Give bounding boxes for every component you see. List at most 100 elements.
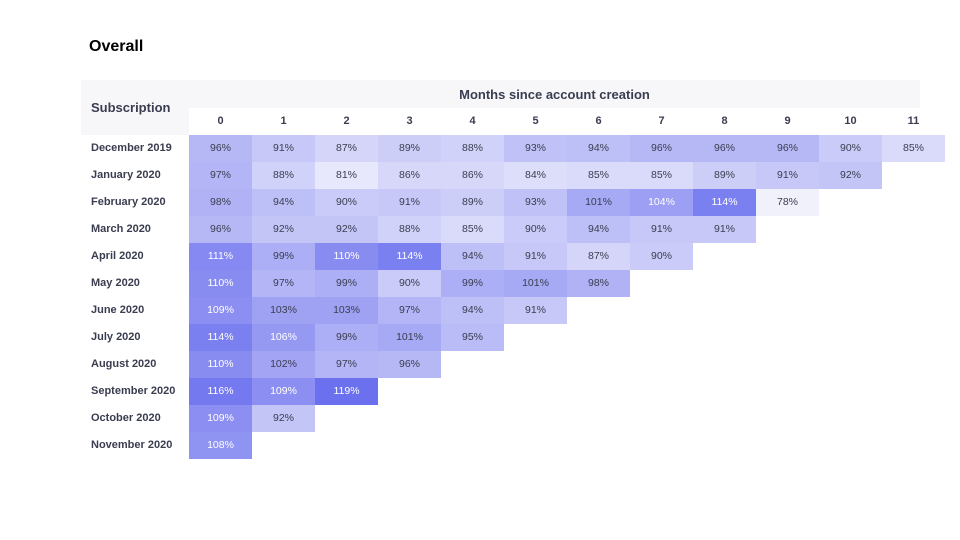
heatmap-cell: 101% <box>378 324 441 351</box>
heatmap-cell: 96% <box>378 351 441 378</box>
heatmap-cell: 91% <box>252 135 315 162</box>
heatmap-cell: 96% <box>756 135 819 162</box>
row-label: November 2020 <box>91 439 173 451</box>
column-header-1: 1 <box>280 115 287 127</box>
heatmap-cell: 92% <box>252 405 315 432</box>
heatmap-cell: 98% <box>189 189 252 216</box>
heatmap-cell: 111% <box>189 243 252 270</box>
heatmap-cell: 104% <box>630 189 693 216</box>
heatmap-cell: 92% <box>252 216 315 243</box>
column-header-10: 10 <box>844 115 857 127</box>
heatmap-cell: 91% <box>756 162 819 189</box>
heatmap-cell: 86% <box>441 162 504 189</box>
heatmap-cell: 96% <box>189 135 252 162</box>
heatmap-cell: 90% <box>315 189 378 216</box>
row-label: October 2020 <box>91 412 161 424</box>
heatmap-cell: 95% <box>441 324 504 351</box>
heatmap-cell: 99% <box>441 270 504 297</box>
heatmap-cell: 88% <box>378 216 441 243</box>
heatmap-cell: 106% <box>252 324 315 351</box>
heatmap-cell: 88% <box>441 135 504 162</box>
heatmap-cell: 94% <box>441 243 504 270</box>
column-header-8: 8 <box>721 115 728 127</box>
heatmap-cell: 92% <box>819 162 882 189</box>
heatmap-cell: 94% <box>441 297 504 324</box>
column-header-7: 7 <box>658 115 665 127</box>
heatmap-cell: 78% <box>756 189 819 216</box>
heatmap-cell: 89% <box>693 162 756 189</box>
column-header-11: 11 <box>907 115 920 127</box>
row-label-column: December 2019 January 2020 February 2020 Ma… <box>81 135 189 460</box>
heatmap-cell: 90% <box>630 243 693 270</box>
heatmap-cell: 91% <box>693 216 756 243</box>
heatmap-cell: 93% <box>504 135 567 162</box>
heatmap-cell: 101% <box>567 189 630 216</box>
row-label: May 2020 <box>91 277 140 289</box>
row-header-label: Subscription <box>91 100 171 115</box>
heatmap-cell: 85% <box>882 135 945 162</box>
column-header-row: 0 1 2 3 4 5 6 7 8 9 10 11 <box>189 108 920 135</box>
heatmap-cell: 109% <box>189 405 252 432</box>
heatmap-cell: 116% <box>189 378 252 405</box>
heatmap-cell: 110% <box>189 270 252 297</box>
heatmap-cell: 85% <box>441 216 504 243</box>
heatmap-cell: 91% <box>504 297 567 324</box>
heatmap-cell: 96% <box>630 135 693 162</box>
heatmap-cell: 84% <box>504 162 567 189</box>
column-header-label: Months since account creation <box>459 87 650 102</box>
heatmap-cell: 91% <box>378 189 441 216</box>
heatmap-cell: 87% <box>315 135 378 162</box>
heatmap-cell: 91% <box>630 216 693 243</box>
column-header-5: 5 <box>532 115 539 127</box>
column-header-0: 0 <box>217 115 224 127</box>
heatmap-cell: 119% <box>315 378 378 405</box>
heatmap-cell: 92% <box>315 216 378 243</box>
heatmap-cell: 109% <box>189 297 252 324</box>
heatmap-cell: 96% <box>189 216 252 243</box>
heatmap-cell: 110% <box>189 351 252 378</box>
heatmap-cell: 98% <box>567 270 630 297</box>
heatmap-cell: 99% <box>315 270 378 297</box>
heatmap-cell: 99% <box>315 324 378 351</box>
heatmap-cell: 94% <box>567 216 630 243</box>
heatmap-cell: 97% <box>315 351 378 378</box>
heatmap-cell: 86% <box>378 162 441 189</box>
column-header-6: 6 <box>595 115 602 127</box>
heatmap-cell: 94% <box>567 135 630 162</box>
row-label: July 2020 <box>91 331 141 343</box>
heatmap-cell: 114% <box>189 324 252 351</box>
heatmap-cell: 90% <box>378 270 441 297</box>
heatmap-cell: 97% <box>378 297 441 324</box>
heatmap-cell: 81% <box>315 162 378 189</box>
heatmap-cell: 85% <box>630 162 693 189</box>
heatmap-cell: 89% <box>378 135 441 162</box>
heatmap-cell: 88% <box>252 162 315 189</box>
heatmap-cell: 97% <box>189 162 252 189</box>
row-label: February 2020 <box>91 196 166 208</box>
column-header-3: 3 <box>406 115 413 127</box>
heatmap-grid: 96% 91% 87% 89% 88% 93% 94% 96% 96% 96% 90% 85% 97% 8… <box>189 135 945 460</box>
heatmap-cell: 114% <box>378 243 441 270</box>
heatmap-cell: 96% <box>693 135 756 162</box>
heatmap-cell: 93% <box>504 189 567 216</box>
column-header-4: 4 <box>469 115 476 127</box>
heatmap-cell: 89% <box>441 189 504 216</box>
column-header-9: 9 <box>784 115 791 127</box>
heatmap-cell: 103% <box>252 297 315 324</box>
row-label: April 2020 <box>91 250 144 262</box>
heatmap-cell: 85% <box>567 162 630 189</box>
row-label: December 2019 <box>91 142 172 154</box>
heatmap-cell: 110% <box>315 243 378 270</box>
row-label: January 2020 <box>91 169 161 181</box>
heatmap-cell: 99% <box>252 243 315 270</box>
heatmap-cell: 90% <box>819 135 882 162</box>
heatmap-cell: 102% <box>252 351 315 378</box>
row-label: September 2020 <box>91 385 176 397</box>
heatmap-cell: 114% <box>693 189 756 216</box>
row-label: June 2020 <box>91 304 145 316</box>
cohort-heatmap: Subscription Months since account creati… <box>81 80 945 460</box>
heatmap-cell: 90% <box>504 216 567 243</box>
heatmap-cell: 101% <box>504 270 567 297</box>
page-title: Overall <box>89 38 144 55</box>
row-label: March 2020 <box>91 223 151 235</box>
